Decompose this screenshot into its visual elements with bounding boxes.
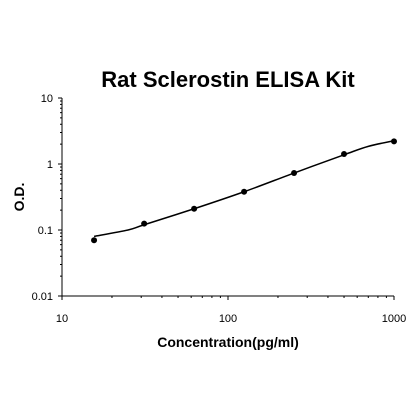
y-axis-label: O.D. (11, 183, 27, 212)
data-point (291, 170, 298, 177)
fit-curve (93, 140, 395, 238)
data-point (191, 205, 198, 212)
data-point (91, 237, 98, 244)
data-point (241, 188, 248, 195)
x-axis-label: Concentration(pg/ml) (157, 334, 299, 350)
data-point (341, 150, 348, 157)
data-point (391, 138, 397, 145)
y-tick-label: 0.1 (38, 225, 53, 237)
data-points (91, 138, 397, 244)
data-point (141, 220, 148, 227)
y-tick-label: 10 (41, 93, 53, 105)
chart-title: Rat Sclerostin ELISA Kit (101, 67, 355, 92)
x-tick-label: 100 (219, 313, 237, 325)
y-tick-label: 1 (47, 159, 53, 171)
x-tick-label: 1000 (382, 313, 406, 325)
y-tick-label: 0.01 (32, 291, 53, 303)
x-tick-label: 10 (56, 313, 68, 325)
tick-group: 0.01 0.1 1 10 10 100 1000 (32, 93, 407, 325)
plot-area: 0.01 0.1 1 10 10 100 1000 (32, 93, 407, 325)
